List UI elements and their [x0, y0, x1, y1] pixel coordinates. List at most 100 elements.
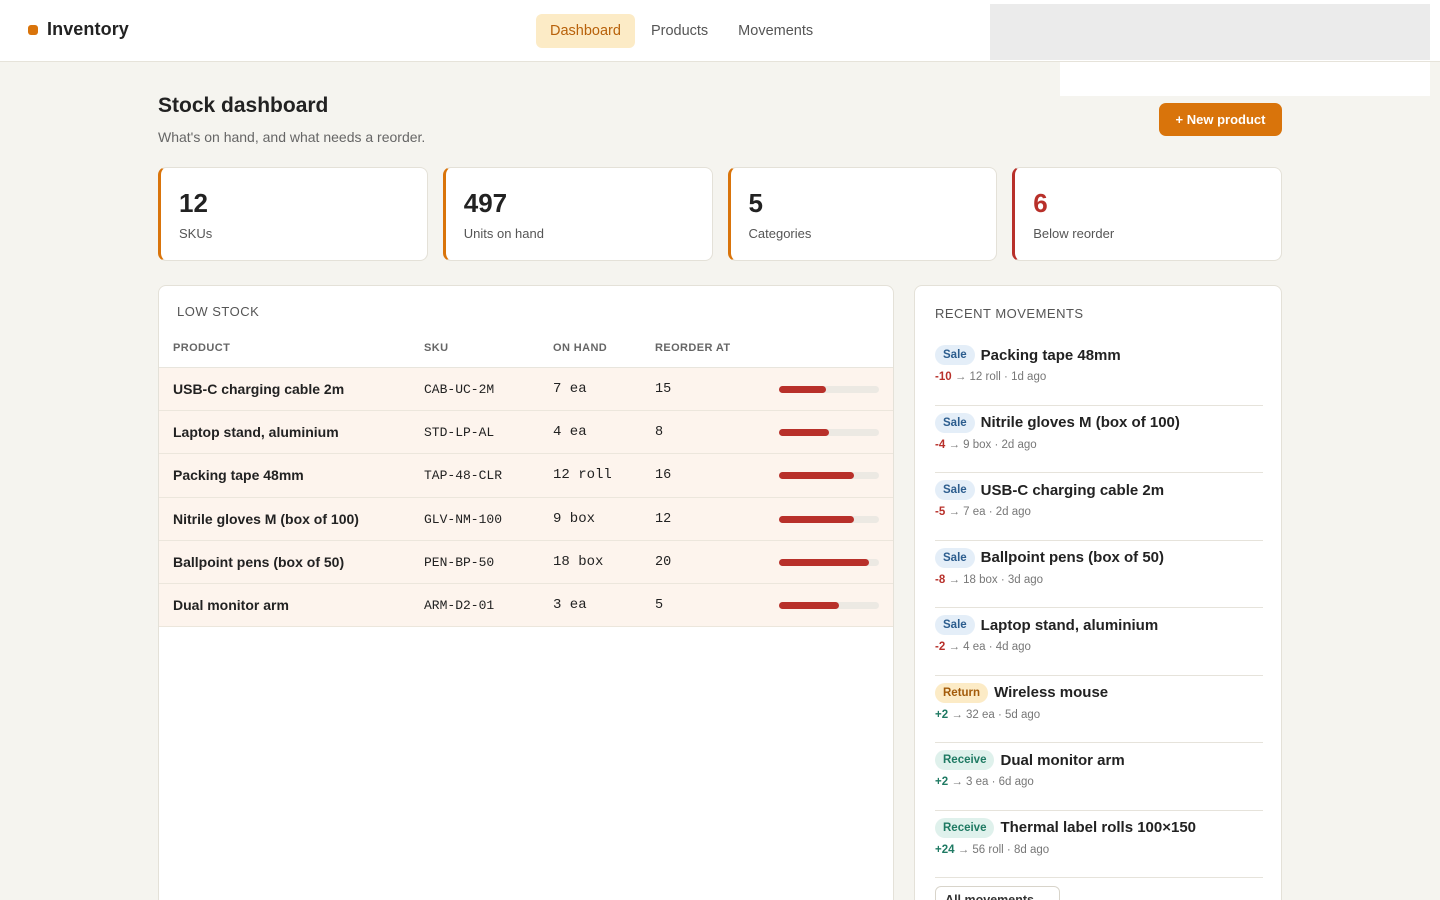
- low-stock-panel: LOW STOCK PRODUCT SKU ON HAND REORDER AT…: [158, 285, 894, 900]
- stock-level-fill: [779, 429, 829, 437]
- brand-name: Inventory: [47, 19, 129, 39]
- on-hand: 9 box: [553, 510, 596, 527]
- movement-product: Dual monitor arm: [1000, 751, 1125, 769]
- stock-level-bar: [779, 515, 879, 523]
- product-name: USB-C charging cable 2m: [173, 381, 345, 397]
- stat-card-categories: 5 Categories: [727, 167, 998, 261]
- type-badge: Receive: [935, 750, 995, 770]
- table-row[interactable]: Laptop stand, aluminium STD-LP-AL 4 ea 8: [159, 411, 893, 455]
- on-hand: 12 roll: [553, 467, 612, 484]
- topbar-blank-region-lower: [1060, 62, 1430, 96]
- recent-movements-panel: RECENT MOVEMENTS Sale Packing tape 48mm -…: [914, 285, 1282, 900]
- type-badge: Receive: [935, 817, 995, 838]
- type-badge: Sale: [935, 345, 975, 365]
- stat-value: 497: [463, 188, 508, 218]
- on-hand: 18 box: [553, 553, 604, 570]
- low-stock-title: LOW STOCK: [177, 304, 260, 319]
- table-row[interactable]: Nitrile gloves M (box of 100) GLV-NM-100…: [159, 497, 893, 541]
- page-subtitle: What's on hand, and what needs a reorder…: [158, 129, 426, 145]
- product-name: Packing tape 48mm: [173, 467, 304, 484]
- list-item[interactable]: Sale Packing tape 48mm -10 → 12 roll · 1d…: [935, 338, 1263, 406]
- movement-meta: +2 → 32 ea · 5d ago: [935, 709, 1263, 721]
- stat-label: Below reorder: [1033, 226, 1115, 241]
- movement-detail: → 32 ea · 5d ago: [951, 708, 1041, 721]
- movement-product: Nitrile gloves M (box of 100): [980, 414, 1180, 431]
- movement-detail: → 12 roll · 1d ago: [954, 371, 1047, 383]
- table-row[interactable]: Ballpoint pens (box of 50) PEN-BP-50 18 …: [159, 540, 893, 584]
- on-hand: 4 ea: [553, 424, 587, 441]
- main-nav: Dashboard Products Movements: [536, 14, 827, 48]
- list-item[interactable]: Sale USB-C charging cable 2m -5 → 7 ea · …: [935, 473, 1263, 541]
- movement-delta: +2: [935, 708, 949, 721]
- movement-meta: -2 → 4 ea · 4d ago: [935, 641, 1263, 653]
- column-header-sku: SKU: [424, 342, 449, 354]
- stat-card-units: 497 Units on hand: [442, 167, 713, 261]
- movement-detail: → 18 box · 3d ago: [948, 573, 1044, 586]
- movement-product: Wireless mouse: [994, 684, 1109, 701]
- table-row[interactable]: Dual monitor arm ARM-D2-01 3 ea 5: [159, 583, 893, 628]
- movement-delta: -4: [935, 438, 946, 451]
- tab-products[interactable]: Products: [650, 23, 709, 39]
- movement-delta: +2: [935, 776, 949, 788]
- sku: CAB-UC-2M: [424, 382, 495, 397]
- stat-card-below-reorder: 6 Below reorder: [1012, 167, 1282, 261]
- stat-card-skus: 12 SKUs: [158, 167, 428, 261]
- list-item[interactable]: Sale Nitrile gloves M (box of 100) -4 → 9…: [935, 406, 1263, 473]
- movement-product: USB-C charging cable 2m: [980, 481, 1165, 499]
- list-item[interactable]: Sale Ballpoint pens (box of 50) -8 → 18 b…: [935, 541, 1263, 608]
- movement-delta: -10: [935, 371, 952, 383]
- stock-level-fill: [779, 472, 854, 480]
- reorder-at: 16: [655, 468, 672, 484]
- movement-product: Thermal label rolls 100×150: [1000, 819, 1197, 836]
- column-header-product: PRODUCT: [173, 342, 231, 354]
- movement-delta: -8: [935, 573, 946, 586]
- reorder-at: 12: [655, 511, 672, 527]
- stat-value: 6: [1033, 188, 1048, 218]
- movement-detail: → 56 roll · 8d ago: [957, 843, 1050, 856]
- stock-level-bar: [779, 472, 879, 480]
- movement-detail: → 9 box · 2d ago: [948, 438, 1037, 451]
- stock-level-bar: [779, 558, 879, 566]
- stat-value: 5: [748, 188, 763, 218]
- product-name: Nitrile gloves M (box of 100): [173, 510, 359, 527]
- movement-meta: -5 → 7 ea · 2d ago: [935, 506, 1263, 518]
- stock-level-bar: [779, 429, 879, 437]
- stat-label: SKUs: [179, 226, 213, 241]
- stock-level-bar: [779, 601, 879, 609]
- sku: TAP-48-CLR: [424, 468, 503, 484]
- stock-level-fill: [779, 558, 869, 566]
- low-stock-rows: USB-C charging cable 2m CAB-UC-2M 7 ea 1…: [159, 368, 893, 628]
- tab-dashboard[interactable]: Dashboard: [536, 14, 635, 48]
- product-name: Dual monitor arm: [173, 596, 289, 613]
- reorder-at: 15: [655, 382, 672, 397]
- movement-detail: → 3 ea · 6d ago: [951, 776, 1034, 788]
- type-badge: Sale: [935, 547, 975, 568]
- list-item[interactable]: Receive Dual monitor arm +2 → 3 ea · 6d a…: [935, 743, 1263, 811]
- movement-meta: -8 → 18 box · 3d ago: [935, 574, 1263, 586]
- movement-meta: -10 → 12 roll · 1d ago: [935, 371, 1263, 383]
- new-product-button[interactable]: + New product: [1159, 103, 1282, 136]
- all-movements-button[interactable]: All movements →: [935, 886, 1060, 900]
- table-row[interactable]: Packing tape 48mm TAP-48-CLR 12 roll 16: [159, 454, 893, 498]
- movement-list: Sale Packing tape 48mm -10 → 12 roll · 1d…: [935, 338, 1263, 878]
- reorder-at: 20: [655, 554, 672, 570]
- list-item[interactable]: Return Wireless mouse +2 → 32 ea · 5d ago: [935, 676, 1263, 743]
- movement-detail: → 4 ea · 4d ago: [948, 641, 1031, 653]
- list-item[interactable]: Receive Thermal label rolls 100×150 +24 →…: [935, 811, 1263, 878]
- movement-delta: -5: [935, 506, 946, 518]
- recent-movements-title: RECENT MOVEMENTS: [935, 306, 1084, 321]
- movement-product: Ballpoint pens (box of 50): [980, 549, 1165, 566]
- stock-level-bar: [779, 386, 879, 393]
- product-name: Laptop stand, aluminium: [173, 424, 339, 441]
- list-item[interactable]: Sale Laptop stand, aluminium -2 → 4 ea · …: [935, 608, 1263, 676]
- on-hand: 7 ea: [553, 381, 587, 397]
- movement-product: Packing tape 48mm: [980, 346, 1121, 364]
- table-row[interactable]: USB-C charging cable 2m CAB-UC-2M 7 ea 1…: [159, 368, 893, 412]
- tab-movements[interactable]: Movements: [738, 23, 814, 39]
- sku: GLV-NM-100: [424, 511, 503, 527]
- reorder-at: 5: [655, 597, 664, 613]
- brand[interactable]: Inventory: [28, 19, 129, 40]
- movement-meta: -4 → 9 box · 2d ago: [935, 439, 1263, 451]
- brand-logo-icon: [28, 24, 38, 35]
- product-name: Ballpoint pens (box of 50): [173, 553, 345, 570]
